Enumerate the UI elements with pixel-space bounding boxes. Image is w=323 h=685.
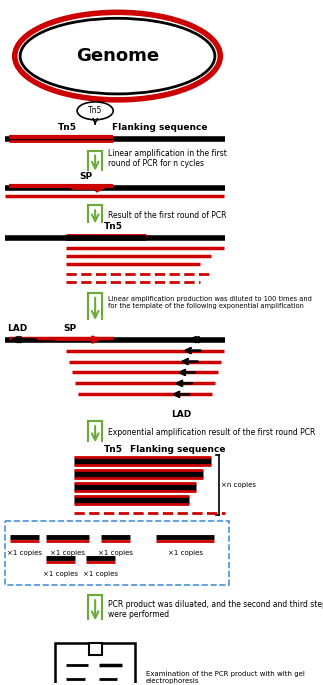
Text: Tn5: Tn5 [104, 445, 123, 454]
Text: SP: SP [79, 173, 92, 182]
Text: LAD: LAD [7, 324, 27, 333]
Text: Flanking sequence: Flanking sequence [112, 123, 208, 132]
Text: ×1 copies: ×1 copies [98, 549, 133, 556]
Text: Result of the first round of PCR: Result of the first round of PCR [108, 211, 227, 220]
Text: SP: SP [63, 324, 77, 333]
Bar [89, 643, 102, 655]
Ellipse shape [77, 102, 113, 120]
Text: LAD: LAD [172, 410, 192, 419]
Text: Tn5: Tn5 [58, 123, 77, 132]
Text: Tn5: Tn5 [88, 106, 102, 115]
Text: Examination of the PCR product with with gel
electrophoresis: Examination of the PCR product with with… [146, 671, 305, 684]
Text: ×1 copies: ×1 copies [83, 571, 119, 577]
Text: Genome: Genome [76, 47, 159, 65]
Text: Linear amplification production was diluted to 100 times and
for the template of: Linear amplification production was dilu… [108, 297, 312, 310]
Text: Tn5: Tn5 [104, 222, 123, 232]
Text: PCR product was diluated, and the second and third steps
were performed: PCR product was diluated, and the second… [108, 599, 323, 619]
Text: ×1 copies: ×1 copies [43, 571, 78, 577]
Text: ×1 copies: ×1 copies [7, 549, 42, 556]
Text: Exponential amplification result of the first round PCR: Exponential amplification result of the … [108, 427, 316, 436]
FancyBboxPatch shape [56, 643, 135, 685]
Text: ×1 copies: ×1 copies [50, 549, 85, 556]
Text: Flanking sequence: Flanking sequence [130, 445, 226, 454]
Text: ×n copies: ×n copies [221, 482, 256, 488]
Text: Linear amplification in the first
round of PCR for n cycles: Linear amplification in the first round … [108, 149, 227, 169]
Text: ×1 copies: ×1 copies [168, 549, 203, 556]
